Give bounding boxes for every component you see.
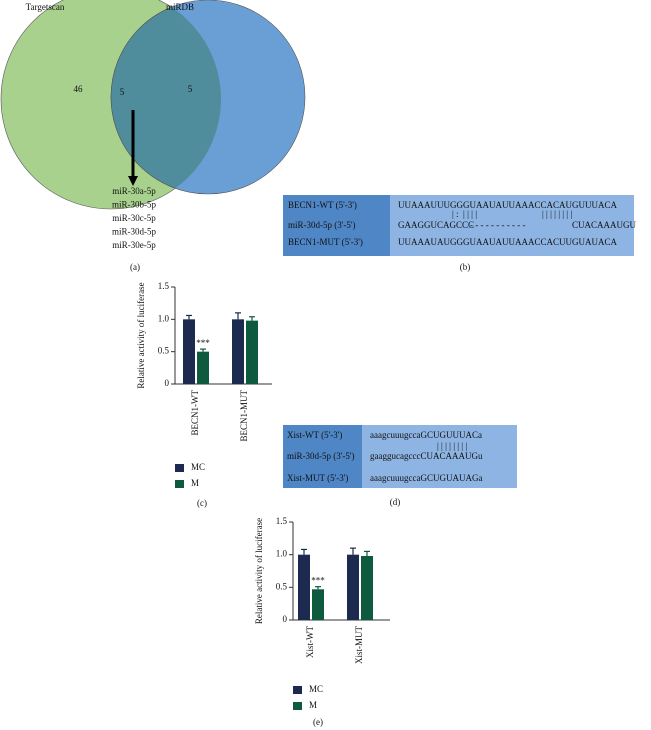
sequence: UUAAAUAUGGGUAAUAUUAAACCACUUGUAUACA <box>398 237 617 247</box>
y-axis-label: Relative activity of luciferase <box>254 518 264 624</box>
legend-swatch <box>175 464 184 472</box>
panel-label: (b) <box>460 262 471 272</box>
sequence: UUAAAUUUGGGUAAUAUUAAACCACAUGUUUACA <box>398 200 617 210</box>
y-tick-label: 1.5 <box>158 281 170 291</box>
x-tick-label: Xist-MUT <box>354 625 364 664</box>
seq-label: Xist-MUT (5'-3') <box>287 473 348 483</box>
sequence: GAAGGUCAGCCC <box>398 220 474 230</box>
legend-swatch <box>293 702 302 710</box>
panel-label: (a) <box>130 262 140 272</box>
pairing: | | | | | | | | <box>437 441 467 451</box>
pairing: | | | | | | | | <box>542 209 572 219</box>
y-tick-label: 1.0 <box>158 313 170 323</box>
y-tick-label: 1.5 <box>276 516 288 526</box>
legend-label: M <box>191 478 199 488</box>
y-tick-label: 1.0 <box>276 549 288 559</box>
y-axis-label: Relative activity of luciferase <box>136 282 146 388</box>
sequence: - - - - - - - - - - - <box>470 220 525 230</box>
sequence: CUACAAAUGU <box>572 220 637 230</box>
x-tick-label: BECN1-WT <box>190 390 200 436</box>
seq-label: miR-30d-5p (3'-5') <box>287 451 354 461</box>
overlap-count: 5 <box>120 87 125 97</box>
mirna: miR-30b-5p <box>112 200 156 210</box>
annotation: *** <box>196 338 210 348</box>
bar <box>183 319 195 384</box>
set-count: 5 <box>188 84 193 94</box>
y-tick-label: 0 <box>165 378 170 388</box>
legend-label: M <box>309 700 317 710</box>
seq-box-left <box>283 195 390 256</box>
mirna: miR-30e-5p <box>112 240 156 250</box>
panel-label: (d) <box>390 497 401 507</box>
bar <box>312 589 324 620</box>
bar <box>361 555 373 620</box>
seq-label: miR-30d-5p (3'-5') <box>288 220 355 230</box>
bar <box>197 351 209 384</box>
legend-swatch <box>175 480 184 488</box>
legend-label: MC <box>309 684 323 694</box>
y-tick-label: 0.5 <box>158 346 170 356</box>
seq-box-left <box>283 425 362 488</box>
mirna: miR-30a-5p <box>112 186 156 196</box>
bar <box>232 319 244 384</box>
y-tick-label: 0 <box>283 614 288 624</box>
seq-label: Xist-WT (5'-3') <box>287 430 342 440</box>
seq-label: BECN1-WT (5'-3') <box>288 200 357 210</box>
legend-swatch <box>293 686 302 694</box>
annotation: *** <box>311 576 325 586</box>
sequence: aaagcuuugccaGCUGUUUACa <box>370 430 482 440</box>
seq-label: BECN1-MUT (5'-3') <box>288 237 363 247</box>
x-tick-label: BECN1-MUT <box>239 389 249 441</box>
arrow-head <box>128 176 138 186</box>
legend-label: MC <box>191 462 205 472</box>
bar <box>347 554 359 620</box>
sequence: gaaggucagcccCUACAAAUGu <box>370 451 483 461</box>
panel-label: (c) <box>197 498 207 508</box>
set-count: 46 <box>74 84 84 94</box>
panel-label: (e) <box>313 717 323 727</box>
mirna: miR-30c-5p <box>112 213 156 223</box>
bar <box>298 554 310 620</box>
bar <box>246 320 258 384</box>
set-label: miRDB <box>166 2 194 12</box>
mirna: miR-30d-5p <box>112 227 156 237</box>
y-tick-label: 0.5 <box>276 581 288 591</box>
pairing: | : | | | | <box>452 209 477 219</box>
x-tick-label: Xist-WT <box>305 626 315 658</box>
sequence: aaagcuuugccaGCUGUAUAGa <box>370 473 482 483</box>
set-label: Targetscan <box>26 2 65 12</box>
